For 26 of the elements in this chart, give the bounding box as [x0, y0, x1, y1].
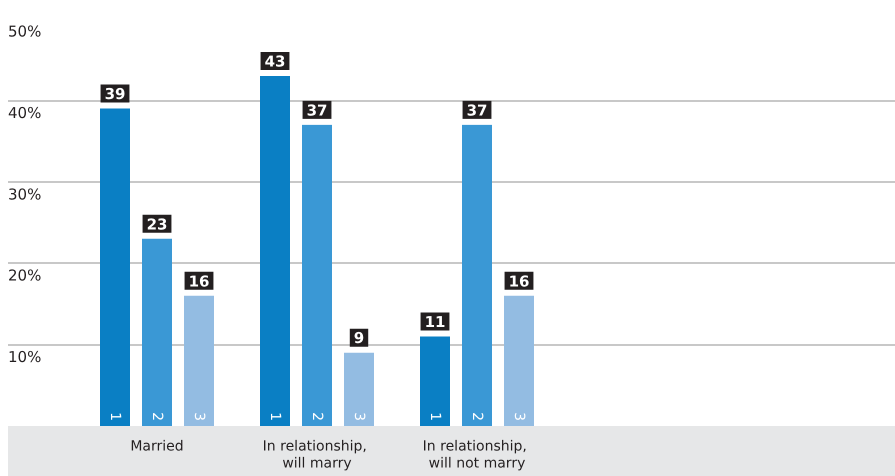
y-tick-label: 50%	[8, 22, 42, 40]
x-tick-label: Married	[130, 438, 184, 454]
data-label: 37	[466, 101, 488, 120]
data-label: 43	[264, 52, 286, 70]
data-label: 16	[508, 272, 530, 290]
data-label: 16	[188, 272, 210, 290]
data-label: 11	[424, 312, 446, 331]
y-tick-label: 10%	[8, 348, 42, 366]
x-tick-label: In relationship, will marry	[262, 438, 372, 472]
data-label: 9	[354, 329, 364, 348]
y-tick-label: 40%	[8, 104, 42, 122]
x-tick-label: In relationship, will not marry	[422, 438, 532, 472]
series-label: 2	[149, 412, 165, 421]
text: 2	[469, 412, 485, 421]
data-label: 37	[306, 101, 328, 120]
text: 2	[309, 412, 325, 421]
y-tick-label: 20%	[8, 266, 42, 285]
data-label: 23	[146, 215, 168, 234]
text: 3	[351, 412, 367, 421]
y-tick-label: 30%	[8, 185, 42, 204]
text: 1	[267, 412, 283, 421]
series-label: 3	[191, 412, 207, 421]
data-label: 39	[104, 85, 126, 104]
text: 1	[427, 412, 443, 421]
text: 3	[511, 412, 527, 421]
series-label: 1	[107, 412, 123, 421]
